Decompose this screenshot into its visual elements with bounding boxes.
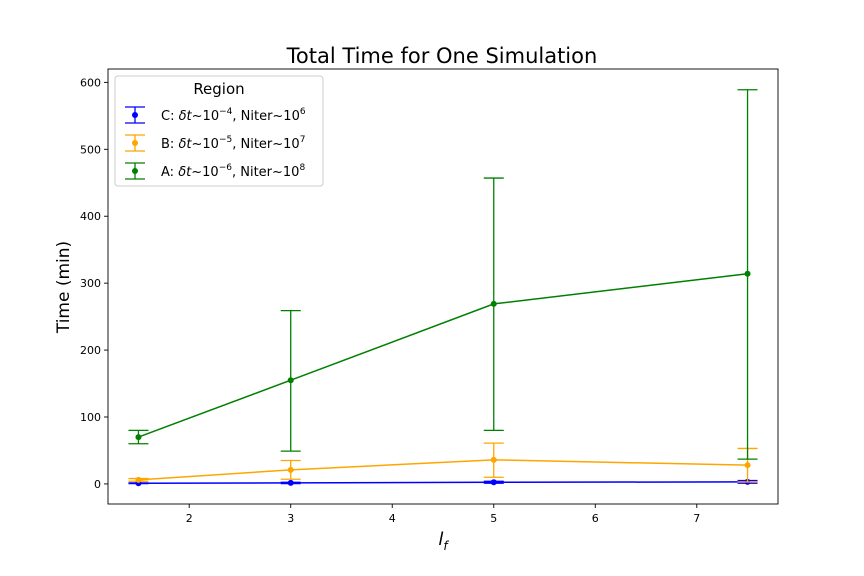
data-point [744,270,751,277]
legend-label-exponent: 7 [300,135,306,145]
y-tick-label: 300 [80,277,101,290]
legend-label-exponent: −6 [219,163,233,173]
data-point [135,434,142,441]
legend-label-mid: ~10 [192,137,219,152]
legend-label: C: δt~10−4, Niter~106 [161,107,306,124]
x-tick-label: 3 [287,512,294,525]
series-line [138,459,748,481]
axis-ticks: 2 3 4 5 6 7 0 100 200 300 400 500 600 [80,76,700,525]
data-point [287,479,294,486]
y-tick-label: 600 [80,76,101,89]
legend-label-mid: ~10 [192,109,219,124]
x-axis-label-main: l [438,529,443,550]
data-point [490,300,497,307]
legend-label-variable: δt [178,137,192,152]
legend-label-exponent: −4 [219,107,233,117]
x-tick-label: 2 [186,512,193,525]
series-line [138,481,748,485]
y-tick-label: 100 [80,411,101,424]
legend-marker-point [132,112,138,118]
x-axis-label-subscript: f [443,539,449,553]
legend-label-tail: , Niter~10 [232,165,299,180]
legend-label-mid: ~10 [191,165,218,180]
legend-label-exponent: 6 [300,107,306,117]
legend-entry-2: A: δt~10−6, Niter~108 [125,162,305,180]
legend-label-tail: , Niter~10 [232,109,299,124]
legend-label-tail: , Niter~10 [232,137,299,152]
axes-frame [107,68,779,505]
legend-label-variable: δt [178,165,192,180]
legend-label-exponent: −5 [219,135,232,145]
data-point [490,456,497,463]
legend-entry-1: B: δt~10−5, Niter~107 [125,134,305,152]
y-tick-label: 400 [80,210,101,223]
legend-title: Region [193,80,244,98]
series-1 [128,442,758,483]
series-line [138,273,748,438]
legend-label-exponent: 8 [299,163,305,173]
y-tick-label: 500 [80,143,101,156]
x-axis-label: lf [438,529,449,553]
legend-label: B: δt~10−5, Niter~107 [161,135,305,152]
x-tick-label: 4 [389,512,396,525]
data-point [490,479,497,486]
x-tick-label: 5 [490,512,497,525]
legend-label-prefix: A: [161,165,178,180]
data-point [287,377,294,384]
data-point [287,466,294,473]
legend-marker-point [132,140,138,146]
plot-area [128,89,758,487]
data-point [744,462,751,469]
legend-box [114,75,324,187]
legend-label-prefix: B: [161,137,178,152]
series-2 [128,89,758,460]
legend-label-variable: δt [179,109,193,124]
y-tick-label: 200 [80,344,101,357]
legend-marker-point [132,168,138,174]
data-point [135,476,142,483]
x-tick-label: 6 [592,512,599,525]
y-axis-label: Time (min) [54,241,74,334]
legend-entry-0: C: δt~10−4, Niter~106 [125,106,306,124]
legend-label: A: δt~10−6, Niter~108 [161,163,305,180]
chart-title: Total Time for One Simulation [286,44,598,68]
x-tick-label: 7 [693,512,700,525]
y-tick-label: 0 [94,478,101,491]
legend-label-prefix: C: [161,109,179,124]
